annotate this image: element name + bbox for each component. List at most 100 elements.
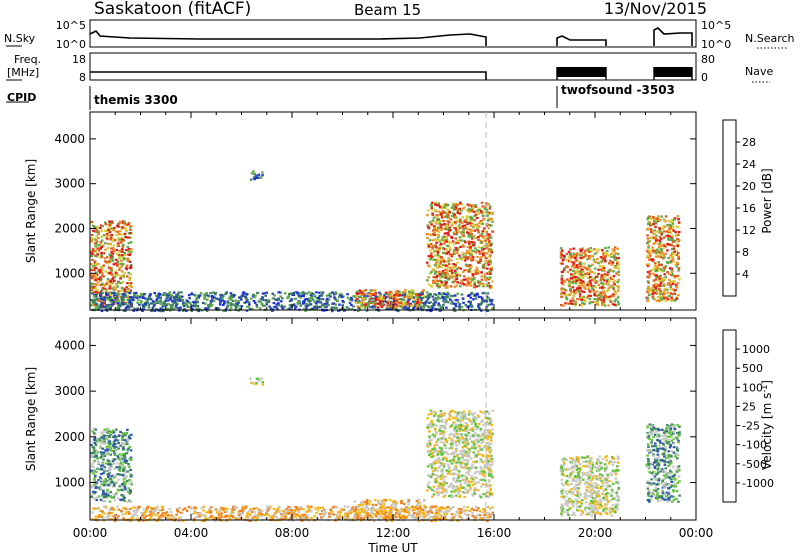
echo-cell <box>410 294 413 297</box>
echo-cell <box>264 299 268 302</box>
echo-cell <box>90 263 93 266</box>
echo-cell <box>95 230 98 233</box>
echo-cell <box>273 305 276 308</box>
echo-cell <box>565 278 569 281</box>
echo-cell <box>382 303 386 306</box>
echo-cell <box>670 248 674 251</box>
echo-cell <box>212 291 215 294</box>
echo-cell <box>474 514 478 518</box>
echo-cell <box>106 307 110 310</box>
echo-cell <box>94 279 98 282</box>
echo-cell <box>439 211 442 214</box>
echo-cell <box>468 268 471 271</box>
echo-cell <box>148 297 152 300</box>
echo-cell <box>90 451 93 454</box>
echo-cell <box>337 517 341 520</box>
echo-cell <box>459 285 462 288</box>
echo-cell <box>461 270 465 274</box>
echo-cell <box>206 517 209 520</box>
echo-cell <box>206 298 209 301</box>
echo-cell <box>373 301 377 304</box>
echo-cell <box>422 294 425 298</box>
echo-cell <box>120 289 123 293</box>
echo-cell <box>267 300 271 303</box>
echo-cell <box>454 220 457 223</box>
echo-cell <box>232 303 236 306</box>
echo-cell <box>454 237 458 240</box>
echo-cell <box>651 295 655 298</box>
echo-cell <box>90 454 94 457</box>
echo-cell <box>444 510 448 513</box>
echo-cell <box>677 218 680 221</box>
echo-cell <box>185 302 188 305</box>
echo-cell <box>364 289 368 292</box>
echo-cell <box>107 491 110 494</box>
echo-cell <box>398 302 402 305</box>
echo-cell <box>93 301 97 304</box>
echo-cell <box>341 300 345 303</box>
echo-cell <box>331 310 334 313</box>
echo-cell <box>361 293 364 296</box>
echo-cell <box>437 218 440 221</box>
echo-cell <box>140 300 143 303</box>
echo-cell <box>436 248 440 251</box>
echo-cell <box>655 276 658 279</box>
echo-cell <box>92 507 96 510</box>
echo-cell <box>121 296 124 299</box>
echo-cell <box>608 295 612 298</box>
echo-cell <box>219 513 223 516</box>
echo-cell <box>462 234 466 237</box>
echo-cell <box>477 225 481 228</box>
echo-cell <box>155 298 159 301</box>
echo-cell <box>488 286 492 289</box>
echo-cell <box>590 284 593 287</box>
echo-cell <box>411 289 415 292</box>
echo-cell <box>411 305 414 308</box>
echo-cell <box>410 297 413 300</box>
echo-cell <box>116 439 120 442</box>
echo-cell <box>613 300 616 303</box>
echo-cell <box>570 261 574 264</box>
echo-cell <box>669 285 673 288</box>
echo-cell <box>259 176 263 179</box>
echo-cell <box>485 211 489 214</box>
echo-cell <box>118 303 121 306</box>
echo-cell <box>247 510 251 513</box>
echo-cell <box>435 214 439 217</box>
echo-cell <box>463 283 466 286</box>
echo-cell <box>418 508 422 511</box>
echo-cell <box>116 505 119 508</box>
echo-cell <box>104 478 108 481</box>
echo-cell <box>470 259 473 262</box>
echo-cell <box>238 296 241 299</box>
echo-cell <box>93 299 96 302</box>
echo-cell <box>439 259 443 262</box>
echo-cell <box>658 243 661 246</box>
echo-cell <box>424 295 428 298</box>
echo-cell <box>434 519 437 523</box>
echo-cell <box>346 296 350 299</box>
echo-cell <box>445 228 449 231</box>
echo-cell <box>440 510 443 513</box>
echo-cell <box>127 242 131 245</box>
echo-cell <box>137 517 140 520</box>
echo-cell <box>456 272 459 275</box>
echo-cell <box>376 298 380 301</box>
echo-cell <box>255 507 258 510</box>
echo-cell <box>249 519 252 522</box>
echo-cell <box>408 507 411 510</box>
echo-cell <box>562 304 565 307</box>
echo-cell <box>608 279 611 282</box>
echo-cell <box>484 279 488 282</box>
echo-cell <box>94 307 98 310</box>
echo-cell <box>128 458 132 461</box>
echo-cell <box>109 482 112 485</box>
echo-cell <box>175 295 178 298</box>
echo-cell <box>460 293 464 296</box>
echo-cell <box>668 228 671 231</box>
echo-cell <box>90 268 93 272</box>
echo-cell <box>122 453 125 456</box>
echo-cell <box>391 507 395 511</box>
echo-cell <box>478 209 482 212</box>
echo-cell <box>471 274 475 277</box>
